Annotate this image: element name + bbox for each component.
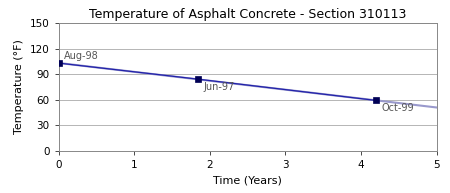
Y-axis label: Temperature (°F): Temperature (°F) [14,39,24,134]
Text: Jun-97: Jun-97 [204,82,235,92]
Text: Aug-98: Aug-98 [64,51,99,61]
X-axis label: Time (Years): Time (Years) [213,175,282,185]
Text: Oct-99: Oct-99 [381,103,414,113]
Title: Temperature of Asphalt Concrete - Section 310113: Temperature of Asphalt Concrete - Sectio… [89,8,406,21]
